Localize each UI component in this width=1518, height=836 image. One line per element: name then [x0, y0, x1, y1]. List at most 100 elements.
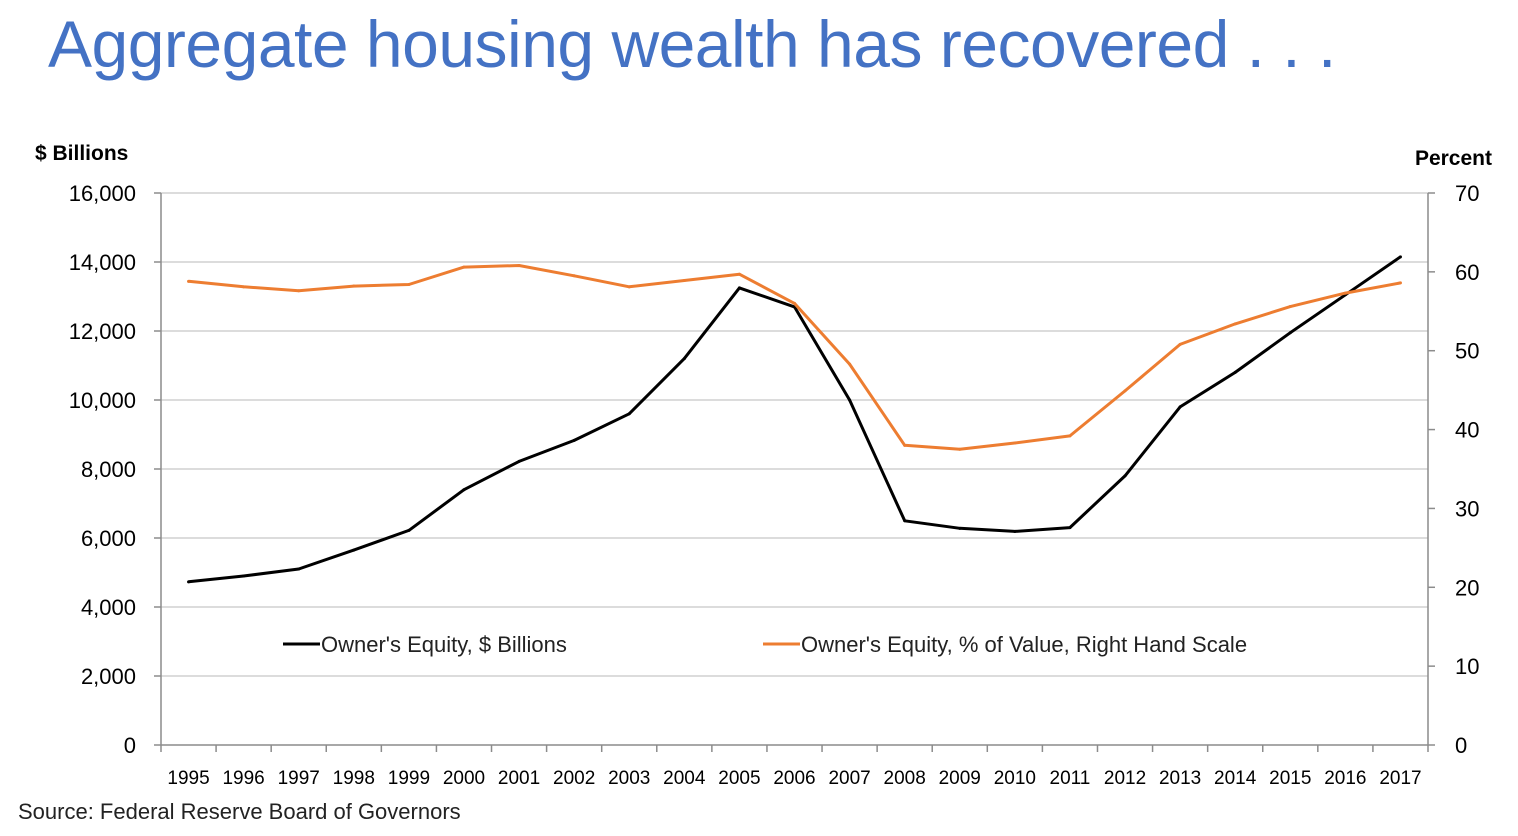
data-point [903, 519, 907, 523]
x-tick-label: 2017 [1379, 768, 1421, 789]
legend-item-equity-percent: Owner's Equity, % of Value, Right Hand S… [763, 632, 1247, 657]
left-tick-label: 2,000 [81, 664, 136, 689]
data-point [407, 282, 411, 286]
data-point [1123, 474, 1127, 478]
series [187, 255, 1402, 584]
legend-label-equity-percent: Owner's Equity, % of Value, Right Hand S… [801, 632, 1247, 657]
data-point [1013, 441, 1017, 445]
x-tick-label: 2014 [1214, 768, 1257, 789]
x-tick-label: 2010 [994, 768, 1036, 789]
data-point [958, 447, 962, 451]
x-axis-ticks: 1995 1996 1997 1998 1999 2000 2001 2002 2003 2004… [160, 745, 1429, 789]
left-tick-label: 6,000 [81, 526, 136, 551]
series-equity-percent [187, 264, 1402, 451]
right-tick-label: 30 [1455, 496, 1479, 521]
right-tick-label: 70 [1455, 181, 1479, 206]
legend: Owner's Equity, $ Billions Owner's Equit… [283, 632, 1247, 657]
right-axis-label: Percent [1415, 147, 1492, 170]
x-tick-label: 2016 [1324, 768, 1366, 789]
left-tick-label: 0 [124, 733, 136, 758]
data-point [1398, 255, 1402, 259]
x-tick-label: 2015 [1269, 768, 1311, 789]
x-tick-label: 1995 [167, 768, 209, 789]
left-tick-label: 4,000 [81, 595, 136, 620]
data-point [958, 526, 962, 530]
left-tick-label: 16,000 [69, 181, 136, 206]
x-tick-label: 2003 [608, 768, 650, 789]
data-point [848, 398, 852, 402]
x-tick-label: 2008 [884, 768, 926, 789]
x-tick-label: 2004 [663, 768, 706, 789]
x-tick-label: 1996 [222, 768, 264, 789]
data-point [407, 528, 411, 532]
x-tick-label: 1998 [333, 768, 375, 789]
data-point [1123, 389, 1127, 393]
left-tick-label: 12,000 [69, 319, 136, 344]
x-tick-label: 2006 [773, 768, 815, 789]
data-point [1013, 529, 1017, 533]
source-note: Source: Federal Reserve Board of Governo… [18, 799, 461, 824]
data-point [352, 284, 356, 288]
data-point [737, 272, 741, 276]
x-tick-label: 1999 [388, 768, 430, 789]
data-point [1068, 526, 1072, 530]
data-point [793, 301, 796, 305]
data-point [572, 274, 576, 278]
series-equity-billions [187, 255, 1402, 584]
data-point [517, 264, 521, 268]
x-tick-label: 2007 [828, 768, 870, 789]
x-tick-label: 2013 [1159, 768, 1201, 789]
data-point [682, 279, 686, 283]
x-tick-label: 1997 [278, 768, 320, 789]
data-point [242, 285, 246, 289]
data-point [737, 286, 741, 290]
x-tick-label: 2005 [718, 768, 760, 789]
x-tick-label: 2012 [1104, 768, 1146, 789]
x-tick-label: 2002 [553, 768, 595, 789]
data-point [572, 438, 576, 442]
left-axis-ticks: 0 2,000 4,000 6,000 8,000 10,000 12,000 14,000 1… [69, 181, 161, 758]
x-tick-label: 2011 [1050, 768, 1091, 789]
data-point [1288, 331, 1292, 335]
left-tick-label: 10,000 [69, 388, 136, 413]
data-point [1343, 291, 1347, 295]
right-tick-label: 60 [1455, 260, 1479, 285]
data-point [627, 285, 631, 289]
data-point [903, 443, 907, 447]
data-point [462, 265, 466, 269]
data-point [682, 357, 686, 361]
x-tick-label: 2000 [443, 768, 485, 789]
series-line [188, 264, 1401, 451]
left-tick-label: 8,000 [81, 457, 136, 482]
x-tick-label: 2001 [498, 768, 540, 789]
data-point [352, 548, 356, 552]
right-tick-label: 0 [1455, 733, 1467, 758]
right-tick-label: 10 [1455, 654, 1479, 679]
data-point [1233, 370, 1237, 374]
data-point [848, 362, 852, 366]
data-point [1178, 405, 1182, 409]
data-point [187, 580, 191, 584]
slide-title: Aggregate housing wealth has recovered .… [48, 7, 1336, 81]
left-tick-label: 14,000 [69, 250, 136, 275]
right-tick-label: 50 [1455, 339, 1479, 364]
right-tick-label: 20 [1455, 575, 1479, 600]
legend-label-equity-billions: Owner's Equity, $ Billions [321, 632, 567, 657]
data-point [187, 279, 191, 283]
data-point [517, 459, 521, 463]
data-point [627, 412, 631, 416]
data-point [297, 567, 301, 571]
data-point [1288, 305, 1292, 309]
data-point [1178, 342, 1182, 346]
data-point [242, 574, 246, 578]
data-point [1398, 281, 1402, 285]
data-point [297, 289, 301, 293]
gridlines [161, 192, 1428, 677]
legend-item-equity-billions: Owner's Equity, $ Billions [283, 632, 567, 657]
right-tick-label: 40 [1455, 418, 1479, 443]
right-axis-ticks: 0 10 20 30 40 50 60 70 [1428, 181, 1479, 758]
data-point [1068, 434, 1072, 438]
data-point [462, 488, 466, 492]
left-axis-label: $ Billions [35, 142, 128, 165]
